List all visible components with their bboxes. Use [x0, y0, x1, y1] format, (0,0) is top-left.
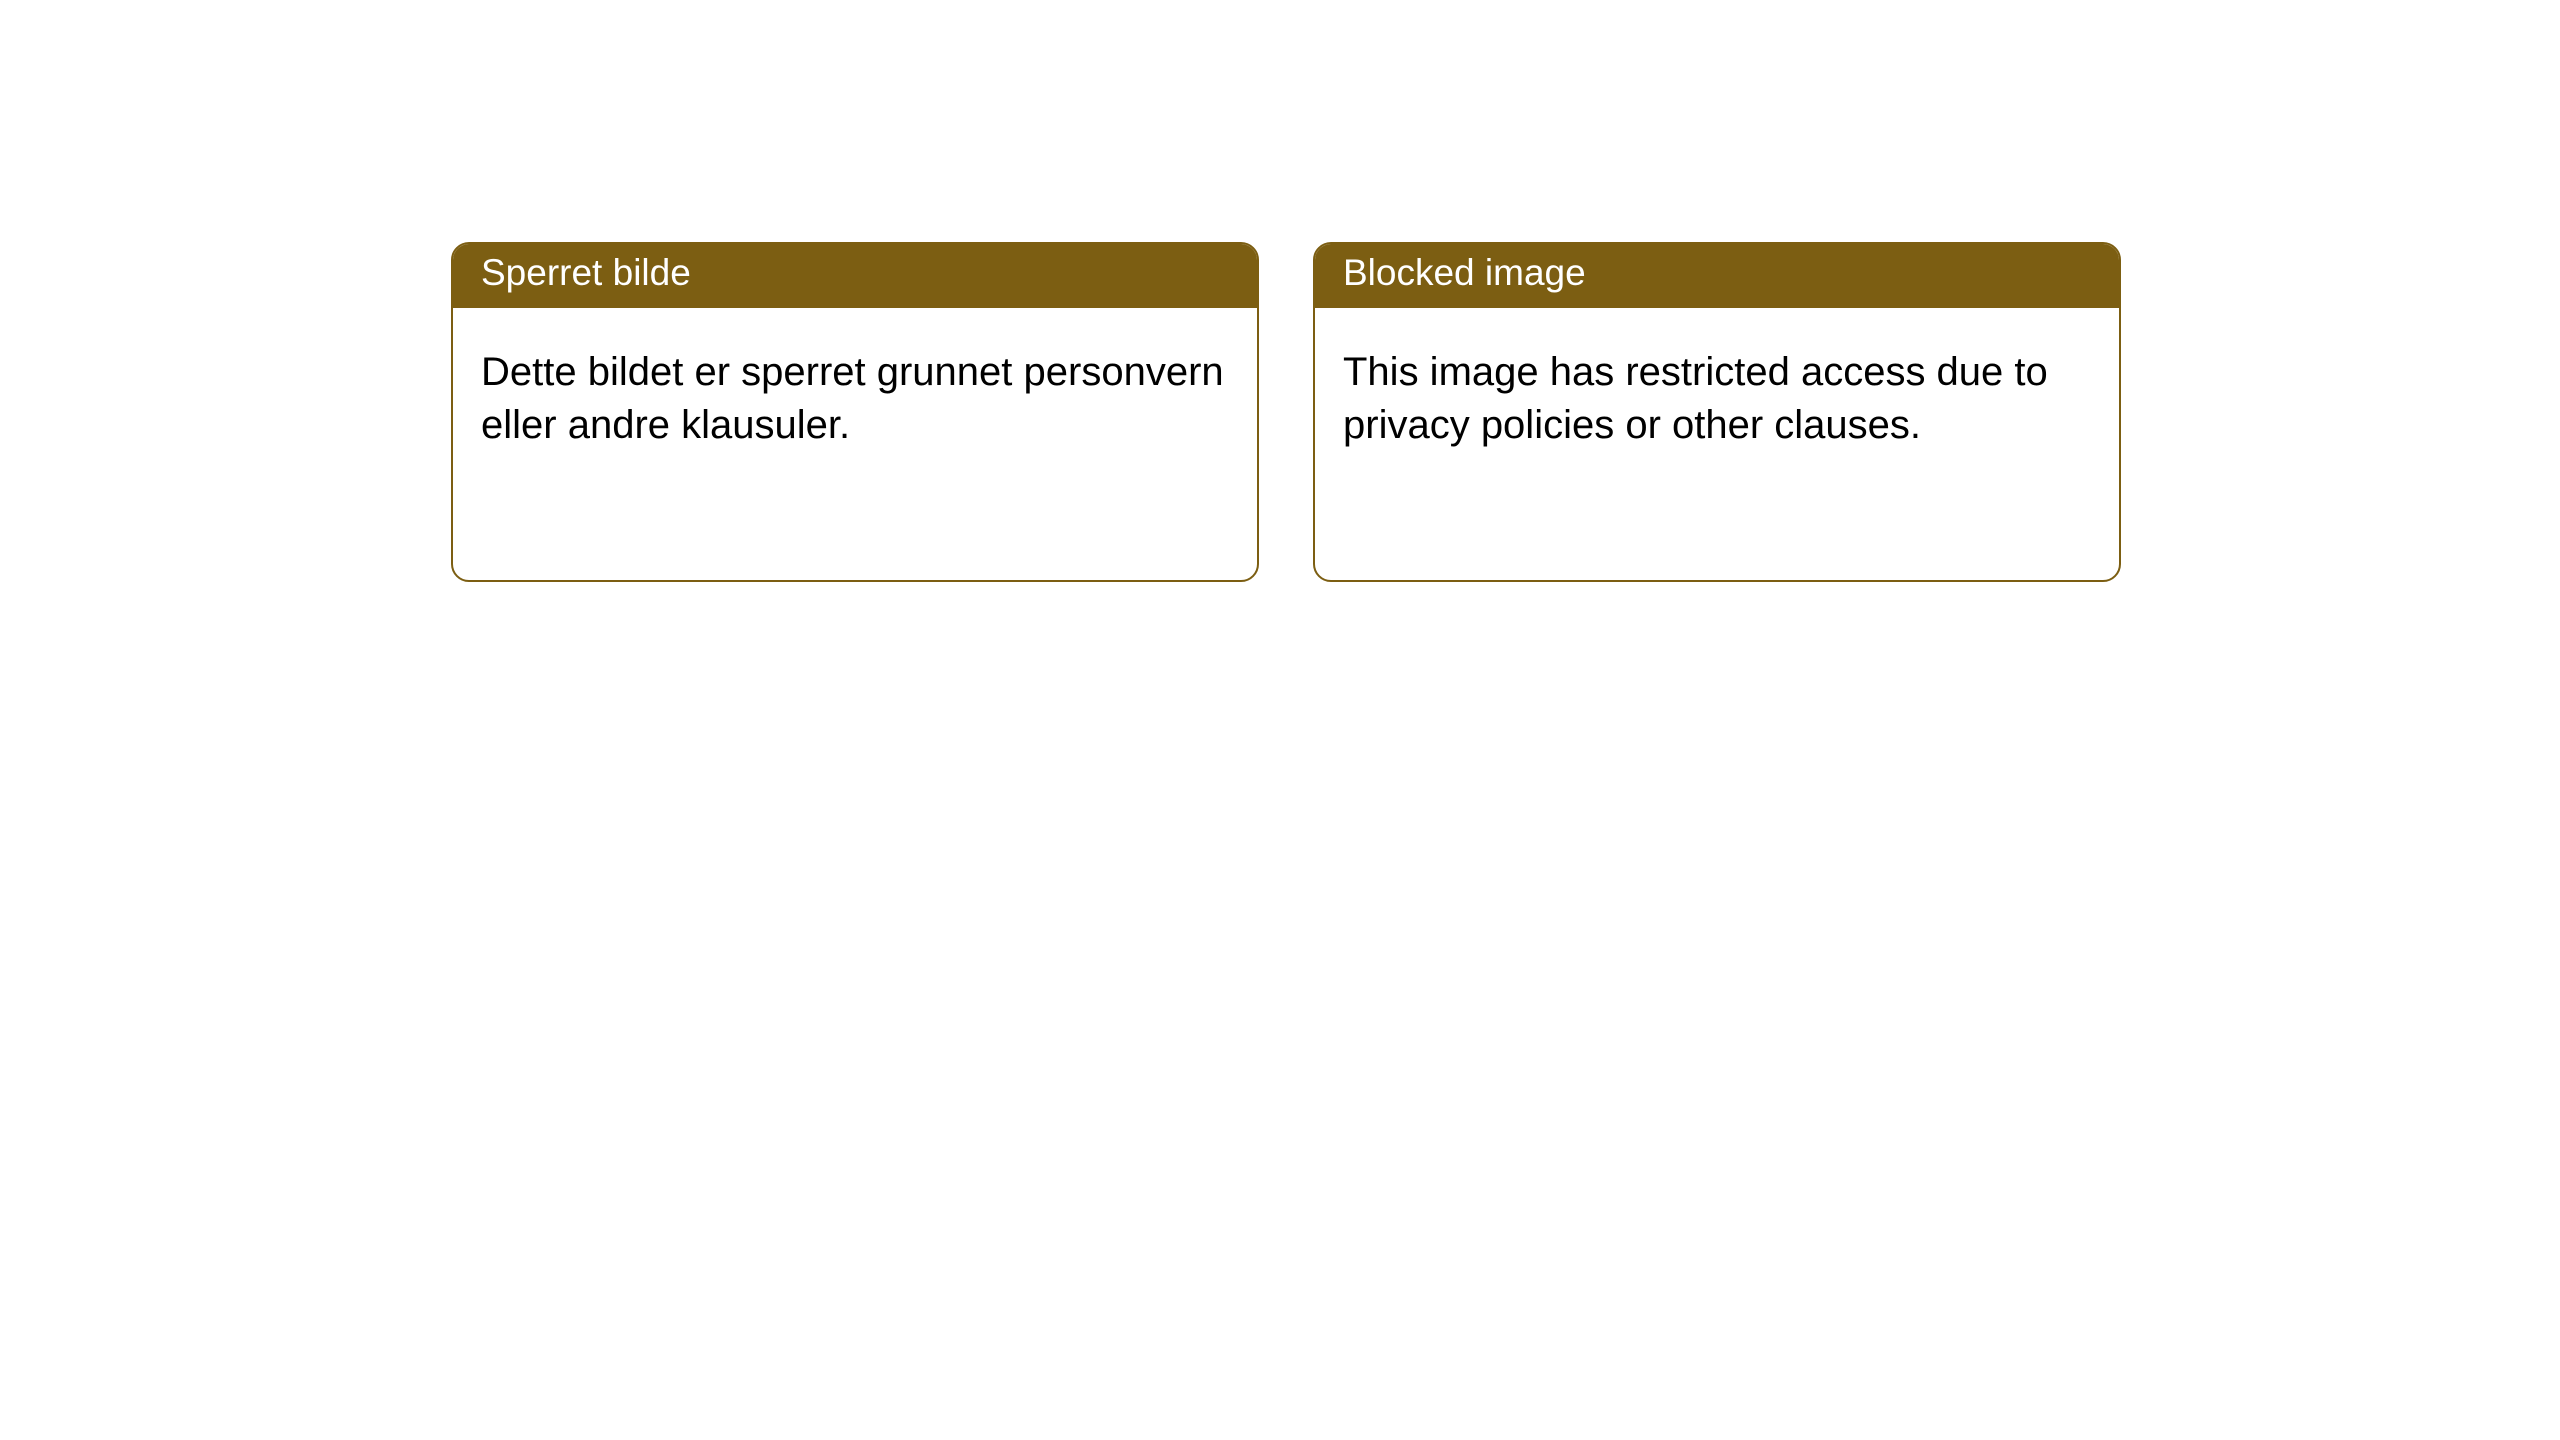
- notice-header: Sperret bilde: [453, 244, 1257, 308]
- notice-card-norwegian: Sperret bilde Dette bildet er sperret gr…: [451, 242, 1259, 582]
- notice-cards-container: Sperret bilde Dette bildet er sperret gr…: [451, 242, 2121, 582]
- notice-body: Dette bildet er sperret grunnet personve…: [453, 308, 1257, 480]
- notice-header: Blocked image: [1315, 244, 2119, 308]
- notice-card-english: Blocked image This image has restricted …: [1313, 242, 2121, 582]
- notice-body: This image has restricted access due to …: [1315, 308, 2119, 480]
